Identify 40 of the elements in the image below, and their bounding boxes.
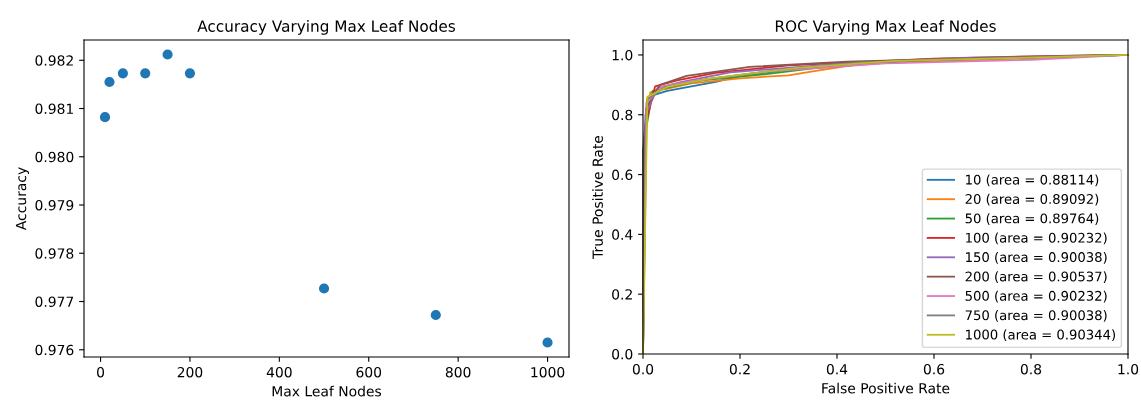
legend-label: 20 (area = 0.89092) (965, 193, 1099, 206)
legend-label: 10 (area = 0.88114) (966, 174, 1099, 187)
y-tick-label: 0.2 (612, 289, 632, 300)
y-tick-label: 0.979 (35, 199, 74, 211)
chart-title: ROC Varying Max Leaf Nodes (775, 20, 996, 35)
y-axis-title: True Positive Rate (592, 135, 603, 259)
x-tick-label: 400 (266, 366, 292, 378)
legend-label: 500 (area = 0.90232) (965, 290, 1107, 303)
x-tick-label: 0.4 (826, 363, 848, 375)
y-tick-label: 1.0 (612, 49, 633, 61)
y-tick-label: 0.6 (612, 169, 633, 181)
legend-label: 750 (area = 0.90038) (965, 310, 1107, 322)
y-tick-label: 0.978 (35, 248, 74, 259)
y-tick-label: 0.0 (612, 348, 633, 360)
x-tick-label: 600 (356, 366, 382, 378)
chart-title: Accuracy Varying Max Leaf Nodes (197, 20, 456, 35)
x-tick-label: 0.0 (632, 363, 654, 375)
x-tick-label: 0.8 (1020, 363, 1042, 375)
legend-label: 150 (area = 0.90038) (966, 251, 1107, 264)
x-tick-label: 0.2 (729, 363, 750, 375)
y-tick-label: 0.976 (35, 344, 74, 356)
y-axis-title: Accuracy (15, 167, 29, 231)
x-tick-label: 1000 (531, 366, 565, 378)
x-axis-title: Max Leaf Nodes (272, 385, 382, 397)
y-tick-label: 0.980 (35, 151, 74, 163)
x-tick-label: 800 (445, 366, 471, 378)
x-tick-label: 0.6 (923, 363, 945, 375)
legend-label: 100 (area = 0.90232) (966, 232, 1107, 245)
legend-label: 50 (area = 0.89764) (965, 213, 1099, 225)
x-tick-label: 0 (97, 366, 105, 378)
x-tick-label: 200 (177, 366, 203, 378)
y-tick-label: 0.4 (612, 229, 633, 240)
x-tick-label: 1.0 (1118, 363, 1139, 375)
y-tick-label: 0.977 (35, 296, 74, 307)
legend-label: 1000 (area = 0.90344) (966, 329, 1115, 342)
legend-label: 200 (area = 0.90537) (965, 271, 1107, 284)
y-tick-label: 0.8 (612, 109, 633, 121)
y-tick-label: 0.982 (35, 55, 73, 66)
x-axis-title: False Positive Rate (822, 382, 950, 394)
y-tick-label: 0.981 (35, 103, 73, 114)
